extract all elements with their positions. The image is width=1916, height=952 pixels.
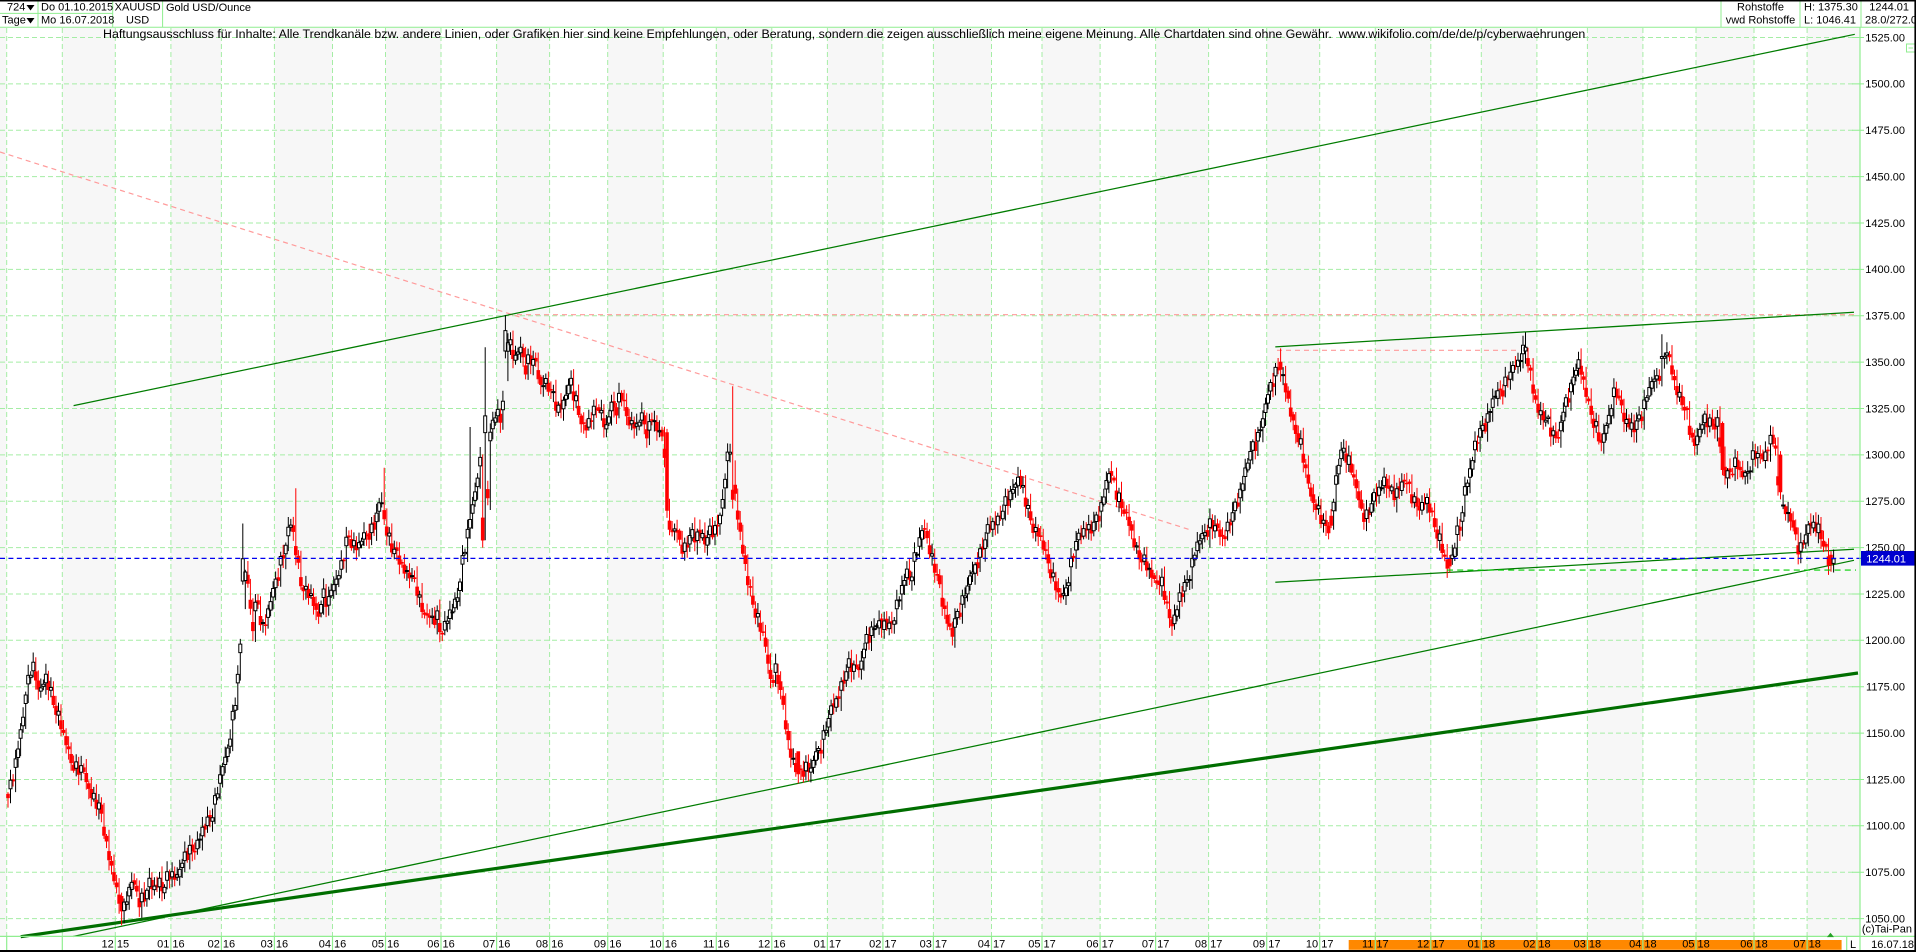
svg-text:Do 01.10.2015: Do 01.10.2015: [41, 2, 113, 14]
svg-text:02 16: 02 16: [208, 939, 236, 951]
svg-text:03 18: 03 18: [1574, 939, 1602, 951]
svg-text:Mo 16.07.2018: Mo 16.07.2018: [41, 15, 114, 27]
svg-text:USD: USD: [126, 15, 149, 27]
svg-text:12 16: 12 16: [758, 939, 786, 951]
svg-text:H: 1375.30: H: 1375.30: [1804, 2, 1858, 14]
svg-text:12 15: 12 15: [102, 939, 130, 951]
svg-text:01 17: 01 17: [814, 939, 842, 951]
svg-text:06 18: 06 18: [1740, 939, 1768, 951]
svg-text:1050.00: 1050.00: [1865, 913, 1905, 925]
svg-text:1425.00: 1425.00: [1865, 218, 1905, 230]
svg-text:06 17: 06 17: [1086, 939, 1114, 951]
svg-text:Haftungsausschluss für Inhalte: Haftungsausschluss für Inhalte: Alle Tre…: [103, 27, 1585, 41]
svg-text:03 16: 03 16: [261, 939, 289, 951]
svg-text:1244.01: 1244.01: [1866, 554, 1906, 566]
svg-text:04 17: 04 17: [978, 939, 1006, 951]
svg-text:1125.00: 1125.00: [1866, 774, 1905, 786]
svg-text:1525.00: 1525.00: [1865, 32, 1905, 44]
svg-text:724: 724: [7, 2, 25, 14]
svg-text:L: L: [1850, 939, 1856, 951]
svg-text:1325.00: 1325.00: [1865, 403, 1905, 415]
svg-text:12 17: 12 17: [1417, 939, 1445, 951]
svg-text:09 17: 09 17: [1253, 939, 1281, 951]
svg-text:28.0/272.0: 28.0/272.0: [1865, 15, 1916, 27]
svg-text:03 17: 03 17: [920, 939, 948, 951]
svg-text:06 16: 06 16: [427, 939, 455, 951]
svg-text:1375.00: 1375.00: [1865, 311, 1905, 323]
svg-text:Gold USD/Ounce: Gold USD/Ounce: [166, 2, 251, 14]
svg-text:02 18: 02 18: [1523, 939, 1551, 951]
svg-text:1275.00: 1275.00: [1865, 496, 1905, 508]
svg-text:1500.00: 1500.00: [1865, 79, 1905, 91]
svg-text:11 16: 11 16: [703, 939, 730, 951]
svg-text:vwd Rohstoffe: vwd Rohstoffe: [1726, 15, 1796, 27]
svg-text:10 17: 10 17: [1306, 939, 1334, 951]
svg-text:1400.00: 1400.00: [1865, 264, 1905, 276]
svg-text:1150.00: 1150.00: [1866, 728, 1905, 740]
svg-text:05 18: 05 18: [1682, 939, 1710, 951]
svg-text:(c)Tai-Pan: (c)Tai-Pan: [1862, 924, 1912, 936]
svg-text:L: 1046.41: L: 1046.41: [1804, 15, 1856, 27]
svg-text:07 17: 07 17: [1142, 939, 1170, 951]
svg-text:04 16: 04 16: [319, 939, 347, 951]
svg-text:1300.00: 1300.00: [1865, 450, 1905, 462]
svg-text:04 18: 04 18: [1629, 939, 1657, 951]
svg-text:01 16: 01 16: [157, 939, 185, 951]
svg-text:1200.00: 1200.00: [1865, 635, 1905, 647]
svg-text:1350.00: 1350.00: [1865, 357, 1905, 369]
svg-text:09 16: 09 16: [594, 939, 622, 951]
svg-text:1475.00: 1475.00: [1865, 125, 1905, 137]
svg-text:05 16: 05 16: [372, 939, 400, 951]
svg-text:07 18: 07 18: [1793, 939, 1821, 951]
svg-text:05 17: 05 17: [1028, 939, 1056, 951]
svg-text:1225.00: 1225.00: [1865, 589, 1905, 601]
svg-text:07 16: 07 16: [483, 939, 511, 951]
svg-text:1075.00: 1075.00: [1865, 867, 1905, 879]
svg-text:1244.01: 1244.01: [1869, 2, 1909, 14]
svg-text:01 18: 01 18: [1468, 939, 1496, 951]
svg-text:08 17: 08 17: [1195, 939, 1223, 951]
svg-text:XAUUSD: XAUUSD: [115, 2, 161, 14]
svg-text:Rohstoffe: Rohstoffe: [1737, 2, 1784, 14]
svg-text:1175.00: 1175.00: [1866, 682, 1905, 694]
svg-text:02 17: 02 17: [869, 939, 897, 951]
svg-text:1100.00: 1100.00: [1866, 821, 1905, 833]
svg-text:1450.00: 1450.00: [1865, 171, 1905, 183]
svg-text:08 16: 08 16: [536, 939, 564, 951]
svg-text:16.07.18: 16.07.18: [1871, 939, 1914, 951]
svg-text:Tage: Tage: [2, 15, 26, 27]
svg-text:10 16: 10 16: [649, 939, 677, 951]
svg-text:11 17: 11 17: [1362, 939, 1389, 951]
